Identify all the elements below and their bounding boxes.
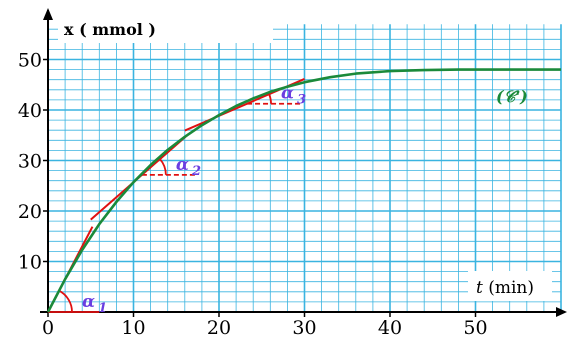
y-tick-label: 50 xyxy=(18,50,42,72)
series xyxy=(46,68,561,313)
y-tick-label: 20 xyxy=(18,201,42,223)
axes xyxy=(40,8,567,317)
angle-subscript: 2 xyxy=(191,164,201,179)
x-axis-variable: t xyxy=(476,278,483,298)
angle-subscript: 3 xyxy=(297,93,306,108)
x-tick-label: 10 xyxy=(121,317,145,339)
xlabel-box xyxy=(468,271,552,301)
x-tick-label: 30 xyxy=(292,317,316,339)
grid xyxy=(47,24,562,313)
x-axis-unit: (min) xyxy=(483,278,534,298)
y-axis-arrow xyxy=(43,8,53,20)
x-tick-label: 40 xyxy=(378,317,402,339)
x-tick-label: 0 xyxy=(42,317,54,339)
tick-labels: 0 10 20 30 40 50 10 20 30 40 50 xyxy=(18,50,488,340)
y-tick-label: 10 xyxy=(18,252,42,274)
x-axis-arrow xyxy=(556,307,567,317)
angle-arc xyxy=(268,93,272,104)
y-axis-label: x ( mmol ) xyxy=(64,20,156,39)
x-tick-label: 20 xyxy=(207,317,231,339)
y-tick-label: 30 xyxy=(18,151,42,173)
angle-arc xyxy=(58,289,73,313)
angle-subscript: 1 xyxy=(98,301,107,316)
series-line xyxy=(46,68,561,313)
x-axis-label: t (min) xyxy=(476,278,534,298)
labels: x ( mmol ) t (min) (𝒞') xyxy=(58,15,552,301)
angle-arc xyxy=(159,158,167,175)
y-tick-label: 40 xyxy=(18,100,42,122)
curve-label: (𝒞') xyxy=(496,87,528,106)
x-tick-label: 50 xyxy=(463,317,487,339)
ylabel-box xyxy=(58,15,273,43)
